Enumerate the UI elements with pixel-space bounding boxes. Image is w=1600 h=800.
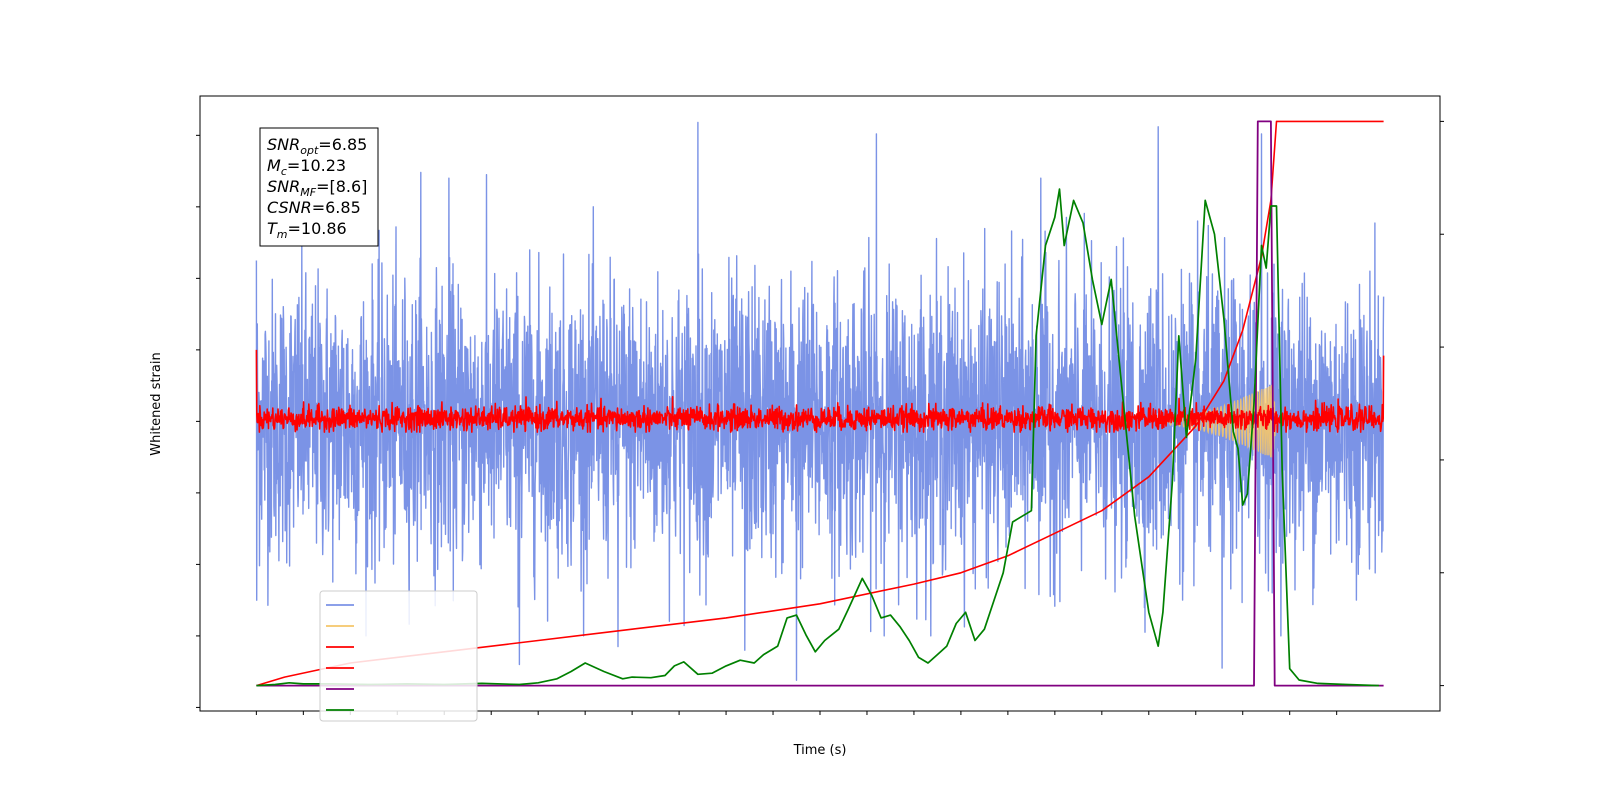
annotation-frame — [259, 127, 379, 247]
signal-noise-line — [255, 121, 1385, 681]
annotation-value: =10.86 — [288, 219, 347, 238]
signal-statistics-line — [256, 188, 1379, 687]
annotation-value: =6.85 — [312, 198, 361, 217]
label-line — [256, 120, 1384, 687]
mf-line — [255, 349, 1385, 433]
y-axis-label: Whitened strain — [149, 352, 164, 455]
annotation-value: =6.85 — [318, 135, 367, 154]
annotation-subscript: MF — [300, 186, 316, 199]
annotation-line: Tm=10.86 — [267, 219, 347, 241]
annotation-symbol: T — [267, 219, 278, 238]
x-axis-label: Time (s) — [793, 743, 847, 758]
annotation-line: CSNR=6.85 — [267, 198, 361, 217]
annotation-line: SNRMF=[8.6] — [267, 177, 367, 199]
annotation-symbol: SNR — [267, 135, 300, 154]
legend — [319, 590, 478, 722]
annotation-box: SNRopt=6.85Mc=10.23SNRMF=[8.6]CSNR=6.85T… — [259, 127, 379, 247]
annotation-value: =[8.6] — [316, 177, 367, 196]
annotation-line: Mc=10.23 — [267, 156, 346, 178]
annotation-subscript: m — [277, 228, 288, 241]
annotation-line: SNRopt=6.85 — [267, 135, 367, 157]
annotation-subscript: opt — [300, 144, 319, 157]
legend-frame — [319, 590, 478, 722]
annotation-symbol: CSNR — [267, 198, 312, 217]
annotation-subscript: c — [281, 165, 287, 178]
annotation-symbol: M — [267, 156, 281, 175]
annotation-value: =10.23 — [287, 156, 346, 175]
annotation-symbol: SNR — [267, 177, 300, 196]
